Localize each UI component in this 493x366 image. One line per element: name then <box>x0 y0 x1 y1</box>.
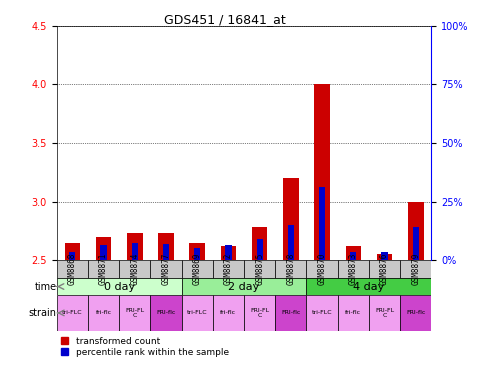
Bar <box>213 295 244 330</box>
Bar <box>307 295 338 330</box>
Bar <box>88 260 119 278</box>
Bar <box>275 295 307 330</box>
Bar <box>244 260 275 278</box>
Bar <box>65 243 80 260</box>
Text: GSM8878: GSM8878 <box>286 253 295 285</box>
Text: 2 day: 2 day <box>228 281 260 292</box>
Bar <box>413 227 419 260</box>
Bar <box>283 178 299 260</box>
Text: GSM8868: GSM8868 <box>68 253 77 285</box>
Text: GSM8871: GSM8871 <box>99 253 108 285</box>
Bar <box>150 260 181 278</box>
Bar <box>132 243 138 260</box>
Text: 0 day: 0 day <box>104 281 135 292</box>
Bar <box>244 295 275 330</box>
Text: GSM8877: GSM8877 <box>162 253 171 285</box>
Text: fri-flc: fri-flc <box>220 310 237 315</box>
Bar <box>252 227 267 260</box>
Bar <box>400 295 431 330</box>
Bar <box>163 244 169 260</box>
Bar <box>181 295 213 330</box>
Bar <box>150 295 181 330</box>
Text: FRI-flc: FRI-flc <box>406 310 425 315</box>
Bar <box>382 252 387 260</box>
Bar <box>181 278 307 295</box>
Bar <box>119 260 150 278</box>
Text: GSM8869: GSM8869 <box>193 253 202 285</box>
Text: tri-FLC: tri-FLC <box>187 310 208 315</box>
Text: strain: strain <box>29 308 57 318</box>
Title: GDS451 / 16841_at: GDS451 / 16841_at <box>165 12 286 26</box>
Legend: transformed count, percentile rank within the sample: transformed count, percentile rank withi… <box>58 333 232 361</box>
Bar <box>57 278 181 295</box>
Bar <box>96 237 111 260</box>
Bar <box>57 295 88 330</box>
Bar <box>275 260 307 278</box>
Bar <box>369 260 400 278</box>
Bar <box>288 225 294 260</box>
Text: tri-FLC: tri-FLC <box>312 310 332 315</box>
Bar <box>181 260 213 278</box>
Bar <box>369 295 400 330</box>
Text: FRI-FL
C: FRI-FL C <box>125 307 144 318</box>
Bar <box>194 249 200 260</box>
Bar <box>158 233 174 260</box>
Bar <box>319 187 325 260</box>
Text: GSM8872: GSM8872 <box>224 253 233 285</box>
Text: FRI-FL
C: FRI-FL C <box>250 307 269 318</box>
Text: GSM8875: GSM8875 <box>255 253 264 285</box>
Text: GSM8874: GSM8874 <box>130 253 139 285</box>
Bar <box>119 295 150 330</box>
Text: fri-flc: fri-flc <box>345 310 361 315</box>
Text: GSM8876: GSM8876 <box>380 253 389 285</box>
Bar <box>88 295 119 330</box>
Bar <box>307 278 431 295</box>
Bar <box>213 260 244 278</box>
Text: 4 day: 4 day <box>353 281 385 292</box>
Text: FRI-flc: FRI-flc <box>281 310 301 315</box>
Bar <box>256 239 263 260</box>
Bar <box>189 243 205 260</box>
Text: tri-FLC: tri-FLC <box>62 310 83 315</box>
Bar <box>127 233 142 260</box>
Text: GSM8879: GSM8879 <box>411 253 420 285</box>
Bar <box>377 254 392 260</box>
Text: time: time <box>35 281 57 292</box>
Bar <box>346 246 361 260</box>
Text: FRI-FL
C: FRI-FL C <box>375 307 394 318</box>
Text: GSM8870: GSM8870 <box>317 253 326 285</box>
Text: FRI-flc: FRI-flc <box>156 310 176 315</box>
Bar <box>408 202 423 260</box>
Bar <box>57 260 88 278</box>
Bar <box>400 260 431 278</box>
Bar <box>350 252 356 260</box>
Bar <box>338 295 369 330</box>
Bar <box>225 245 232 260</box>
Bar <box>221 246 236 260</box>
Bar <box>315 84 330 260</box>
Bar <box>307 260 338 278</box>
Text: GSM8873: GSM8873 <box>349 253 358 285</box>
Text: fri-flc: fri-flc <box>96 310 111 315</box>
Bar <box>101 245 106 260</box>
Bar <box>338 260 369 278</box>
Bar <box>69 252 75 260</box>
